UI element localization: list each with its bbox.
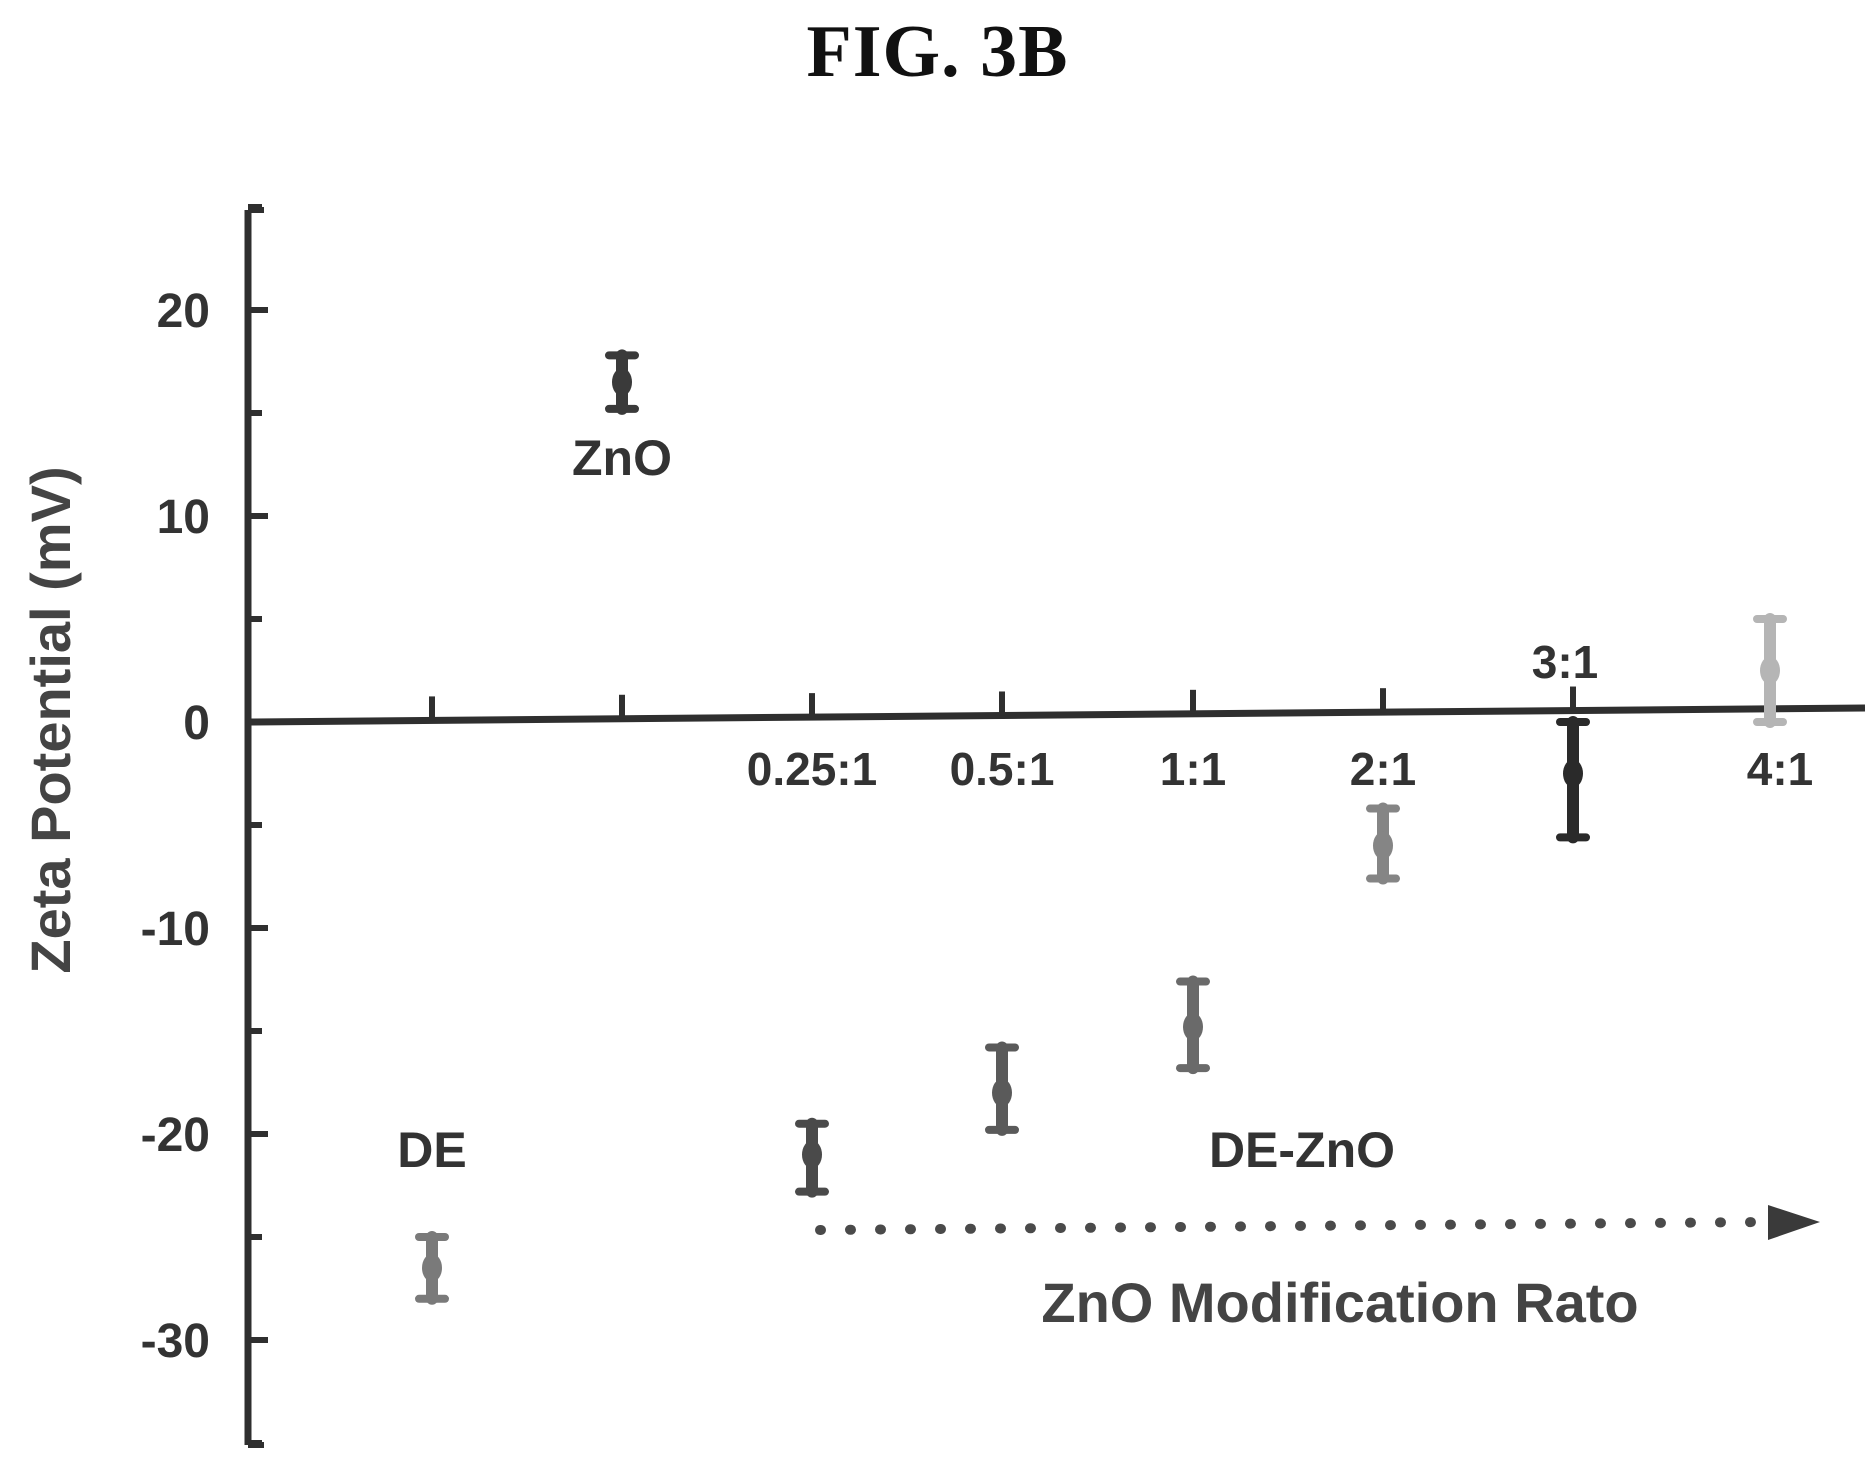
error-bar-4-1 [1753,613,1787,728]
data-point [612,368,632,397]
de-zno-annotation: DE-ZnO [1209,1122,1395,1178]
zno-annotation: ZnO [572,430,672,486]
category-label: 0.5:1 [950,743,1055,795]
y-tick-label: -10 [141,903,210,956]
error-bar-zno [605,349,639,415]
data-point [1183,1012,1203,1041]
ratio-arrow-head [1768,1205,1820,1240]
category-labels: 0.25:1 0.5:1 1:1 2:1 3:1 4:1 [747,636,1813,795]
error-bar-points [415,349,1787,1305]
category-label: 1:1 [1160,743,1226,795]
category-label: 4:1 [1747,743,1813,795]
category-label: 0.25:1 [747,743,877,795]
error-bar-3-1 [1556,716,1590,844]
x-axis-line [247,704,1866,726]
error-bar-2-1 [1366,802,1400,885]
y-tick-label: 0 [183,697,210,750]
data-point [802,1140,822,1169]
axes [244,207,1866,1448]
error-bar-0-25-1 [795,1117,829,1198]
figure-title: FIG. 3B [806,11,1069,93]
ratio-arrow-dots [815,1217,1770,1235]
y-axis-title: Zeta Potential (mV) [19,466,82,973]
error-bar-1-1 [1176,975,1210,1075]
data-point [992,1078,1012,1107]
data-point [1760,656,1780,685]
data-point [1563,759,1583,788]
ratio-arrow [815,1205,1820,1240]
y-tick-label: 20 [157,285,210,338]
data-point [1373,831,1393,860]
category-label: 2:1 [1350,743,1416,795]
y-tick-label: -20 [141,1109,210,1162]
annotations: ZnO DE DE-ZnO [397,430,1395,1178]
de-annotation: DE [397,1122,466,1178]
category-label: 3:1 [1532,636,1598,688]
y-tick-label: 10 [157,491,210,544]
x-axis-title: ZnO Modification Rato [1041,1271,1638,1334]
error-bar-de [415,1231,449,1305]
y-axis-ticks: 20 10 0 -10 -20 -30 [141,204,268,1446]
y-tick-label: -30 [141,1315,210,1368]
data-point [422,1253,442,1282]
error-bar-0-5-1 [985,1041,1019,1136]
